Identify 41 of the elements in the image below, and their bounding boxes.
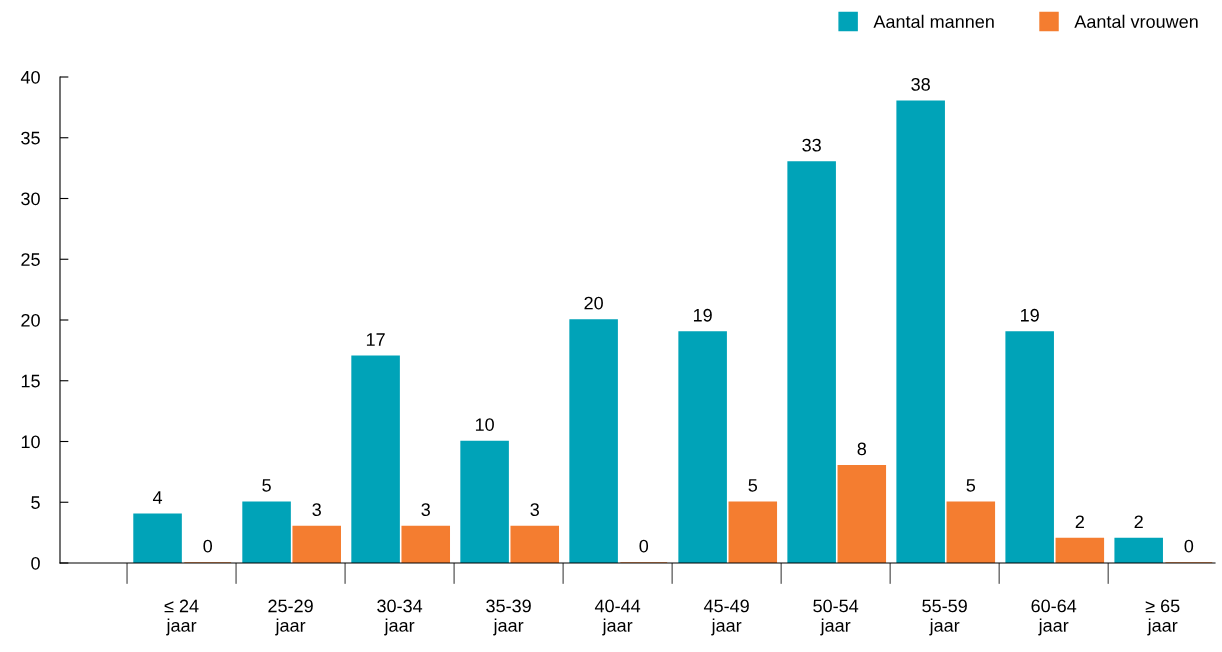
- legend-label: Aantal vrouwen: [1074, 14, 1198, 29]
- data-label: 3: [421, 503, 430, 517]
- data-label: 38: [911, 78, 930, 91]
- data-label: 0: [639, 539, 649, 553]
- data-label: 20: [584, 296, 603, 310]
- data-label: 4: [152, 491, 163, 504]
- y-tick-label: 15: [21, 374, 40, 388]
- data-label: 0: [1184, 539, 1194, 553]
- data-label: 3: [530, 503, 539, 517]
- data-label: 10: [475, 418, 494, 431]
- y-tick-label: 20: [21, 313, 40, 327]
- data-label: 8: [857, 442, 867, 456]
- data-label: 2: [1075, 515, 1084, 529]
- data-label: 3: [312, 503, 321, 517]
- y-tick-label: 0: [31, 556, 40, 570]
- data-label: 5: [966, 479, 976, 492]
- y-tick-label: 35: [21, 131, 40, 145]
- legend-label: Aantal mannen: [873, 14, 994, 29]
- x-tick-label: 60-64 jaar: [1031, 599, 1077, 636]
- y-tick-label: 30: [21, 192, 40, 206]
- y-tick-label: 5: [31, 496, 40, 509]
- data-label: 19: [693, 308, 712, 322]
- x-tick-label: 35-39 jaar: [486, 599, 531, 636]
- data-label: 0: [203, 539, 213, 553]
- y-tick-label: 40: [20, 70, 40, 84]
- x-tick-label: 40-44 jaar: [594, 599, 641, 636]
- data-label: 17: [366, 333, 385, 346]
- x-tick-label: 25-29 jaar: [268, 599, 313, 636]
- x-tick-label: 30-34 jaar: [377, 599, 423, 636]
- data-label: 5: [262, 479, 271, 492]
- x-tick-label: ≥ 65 jaar: [1145, 599, 1180, 636]
- y-tick-label: 10: [21, 435, 40, 449]
- x-tick-label: 55-59 jaar: [922, 599, 967, 636]
- data-label: 2: [1134, 515, 1143, 529]
- y-tick-label: 25: [21, 253, 40, 266]
- x-tick-label: ≤ 24 jaar: [164, 599, 199, 636]
- data-label: 19: [1021, 308, 1039, 322]
- x-tick-label: 50-54 jaar: [813, 599, 859, 636]
- data-label: 33: [802, 138, 821, 152]
- data-label: 5: [748, 479, 758, 492]
- x-tick-label: 45-49 jaar: [703, 599, 749, 636]
